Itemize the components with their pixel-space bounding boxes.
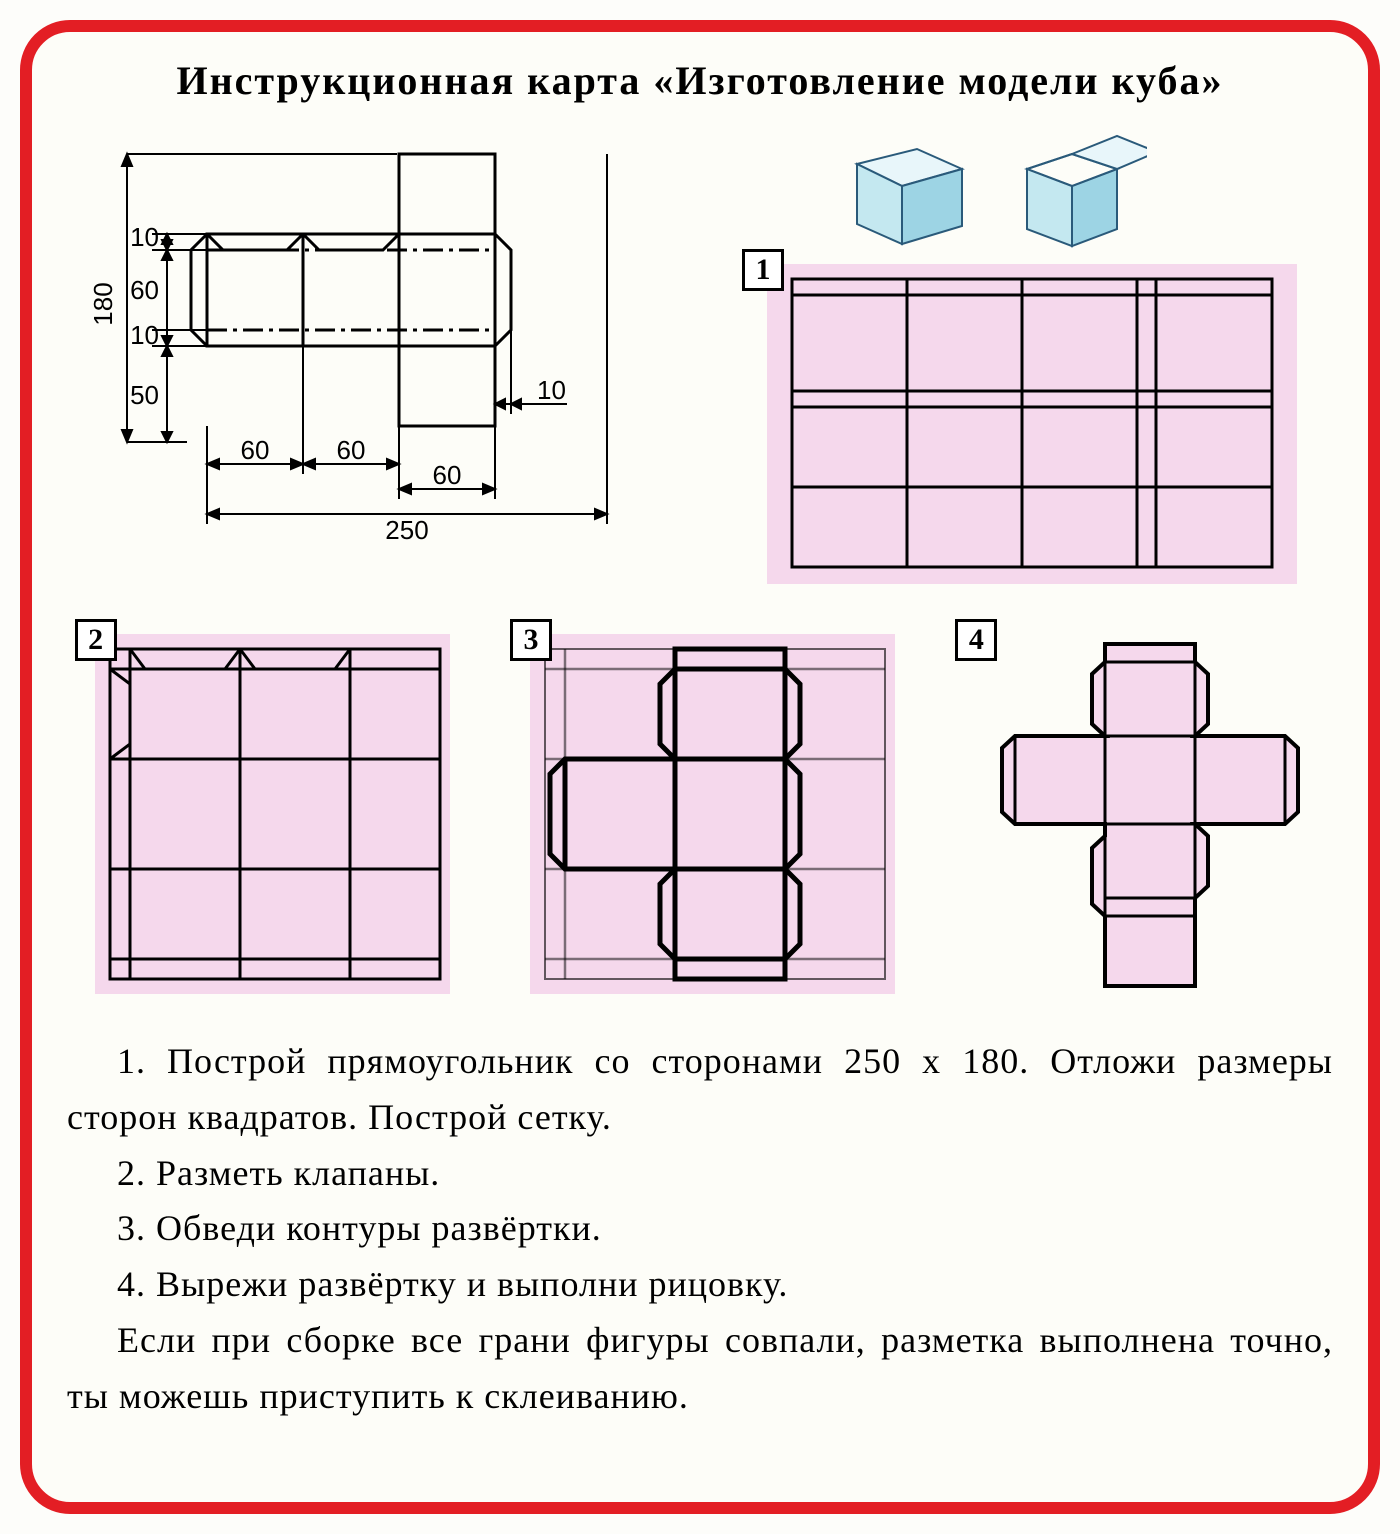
card-title: Инструкционная карта «Изготовление модел… (67, 57, 1333, 104)
step-2: 2 (80, 624, 460, 1004)
step-number: 3 (510, 619, 552, 661)
cube-3d-icon (747, 124, 1147, 254)
technical-drawing: 180 10 60 10 50 60 60 60 250 10 (67, 124, 707, 594)
instruction-line: Если при сборке все грани фигуры совпали… (67, 1313, 1333, 1425)
step-4: 4 (960, 624, 1320, 1004)
instruction-card: Инструкционная карта «Изготовление модел… (20, 20, 1380, 1514)
svg-text:60: 60 (433, 460, 462, 490)
step-number: 4 (955, 619, 997, 661)
step-1: 1 (747, 254, 1307, 594)
instruction-line: 3. Обведи контуры развёртки. (67, 1201, 1333, 1257)
step-number: 1 (742, 249, 784, 291)
instruction-line: 4. Вырежи развёртку и выполни рицовку. (67, 1257, 1333, 1313)
instructions-block: 1. Построй прямоугольник со сторонами 25… (67, 1034, 1333, 1425)
svg-text:10: 10 (130, 320, 159, 350)
svg-text:250: 250 (385, 515, 428, 545)
step-3: 3 (515, 624, 905, 1004)
step-number: 2 (75, 619, 117, 661)
svg-text:50: 50 (130, 380, 159, 410)
steps-row: 2 (67, 624, 1333, 1004)
top-row: 180 10 60 10 50 60 60 60 250 10 (67, 124, 1333, 594)
svg-text:60: 60 (130, 275, 159, 305)
svg-text:60: 60 (337, 435, 366, 465)
svg-text:10: 10 (537, 375, 566, 405)
instruction-line: 1. Построй прямоугольник со сторонами 25… (67, 1034, 1333, 1146)
svg-text:60: 60 (241, 435, 270, 465)
svg-text:180: 180 (88, 282, 118, 325)
svg-text:10: 10 (130, 222, 159, 252)
instruction-line: 2. Разметь клапаны. (67, 1146, 1333, 1202)
right-top-col: 1 (747, 124, 1307, 594)
